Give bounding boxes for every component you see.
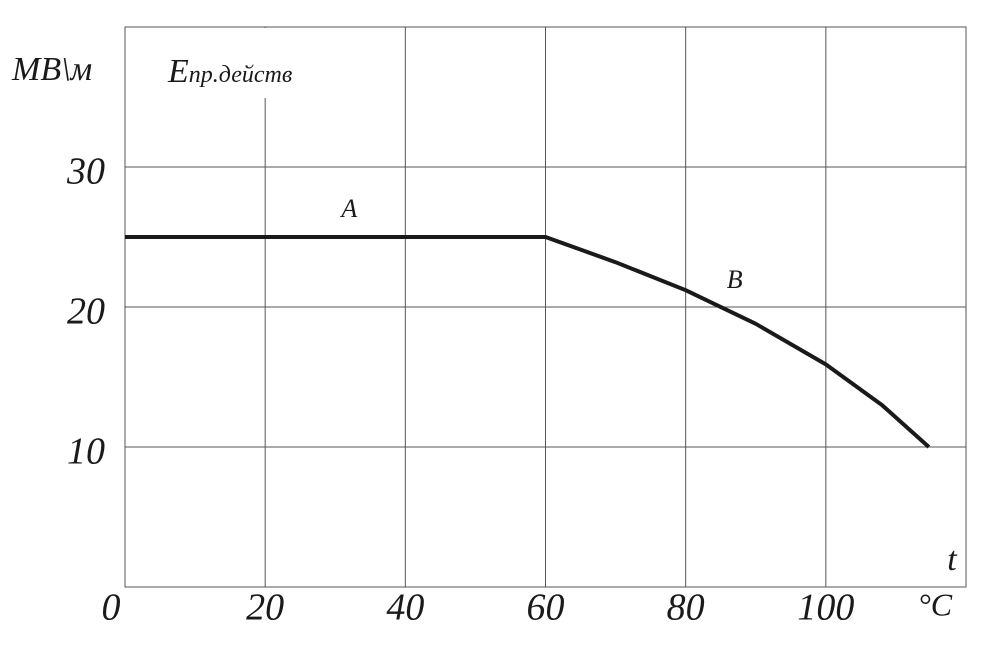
x-tick-label: 80	[667, 587, 705, 629]
y-tick-label: 30	[66, 151, 105, 193]
quantity: E	[167, 53, 189, 90]
x-tick-label: 100	[797, 587, 854, 629]
y-tick-label: 20	[67, 291, 105, 333]
segment-annotation: B	[727, 265, 743, 294]
x-axis-label: t	[947, 541, 958, 578]
x-tick-label: 0	[102, 587, 121, 629]
x-tick-label: 40	[386, 587, 424, 629]
x-axis-unit: °C	[918, 586, 953, 622]
annotation-label: Eпр.действ	[167, 53, 292, 90]
y-axis-label: МВ\м	[11, 51, 92, 88]
x-tick-label: 60	[527, 587, 565, 629]
label-backing	[163, 28, 297, 98]
segment-annotation: A	[339, 194, 357, 223]
quantity-subscript: пр.действ	[189, 62, 293, 88]
data-line	[125, 235, 931, 449]
x-tick-label: 20	[246, 587, 284, 629]
y-tick-label: 10	[67, 431, 105, 473]
